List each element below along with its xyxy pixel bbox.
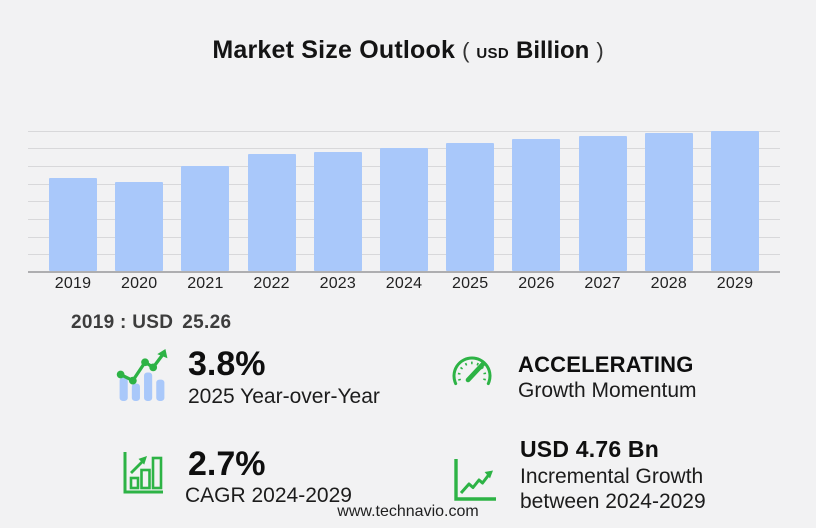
bar-2028 <box>644 132 693 271</box>
title-unit: Billion <box>516 37 590 64</box>
momentum-label: Growth Momentum <box>518 379 697 402</box>
x-axis-label-2019: 2019 <box>54 275 92 292</box>
website-url: www.technavio.com <box>337 503 479 520</box>
bar-2021 <box>181 166 230 271</box>
cagr-label: CAGR 2024-2029 <box>185 484 352 507</box>
title-currency: USD <box>476 45 509 62</box>
chart-plot-area <box>28 122 780 273</box>
x-axis-label-2025: 2025 <box>451 275 489 292</box>
incremental-value: USD 4.76 Bn <box>520 436 659 462</box>
x-axis-label-2029: 2029 <box>716 275 754 292</box>
market-size-bar-chart: 2019 2020 2021 2022 2023 2024 2025 2026 2027 2028… <box>28 122 780 298</box>
gauge-icon <box>452 356 492 386</box>
growth-bars-icon <box>123 452 163 494</box>
bar-2025 <box>446 143 495 271</box>
bar-2019 <box>49 178 97 271</box>
x-axis-label-2020: 2020 <box>120 275 158 292</box>
bar-2027 <box>578 135 627 271</box>
title-text: Market Size Outlook <box>212 36 456 64</box>
bar-2026 <box>512 139 561 271</box>
bar-2022 <box>247 153 296 271</box>
bar-2029 <box>711 130 759 271</box>
yoy-label: 2025 Year-over-Year <box>188 385 380 408</box>
growth-line-icon <box>454 459 496 501</box>
title-close-paren: ) <box>596 38 604 63</box>
x-axis-label-2022: 2022 <box>253 275 290 292</box>
cagr-value: 2.7% <box>188 445 266 483</box>
bar-2023 <box>313 152 362 271</box>
x-axis-label-2023: 2023 <box>319 275 356 292</box>
bar-2020 <box>115 181 164 271</box>
base-year-value: 25.26 <box>182 312 232 333</box>
x-axis-label-2027: 2027 <box>584 275 621 292</box>
bar-2024 <box>380 148 428 271</box>
base-year-annotation: 2019 : USD 25.26 <box>71 312 231 334</box>
x-axis-label-2021: 2021 <box>187 275 224 292</box>
incremental-label-line2: between 2024-2029 <box>520 490 706 513</box>
page-title: Market Size Outlook ( USD Billion ) <box>0 36 816 65</box>
gridline <box>28 130 780 132</box>
x-axis-label-2026: 2026 <box>518 275 555 292</box>
base-year-label: 2019 : USD <box>71 312 174 333</box>
x-axis-label-2028: 2028 <box>650 275 687 292</box>
yoy-value: 3.8% <box>188 345 266 383</box>
x-axis-label-2024: 2024 <box>385 275 423 292</box>
title-open-paren: ( <box>462 38 470 63</box>
trend-bars-icon <box>116 349 168 401</box>
x-axis-line <box>28 271 780 273</box>
incremental-label-line1: Incremental Growth <box>520 465 704 488</box>
momentum-value: ACCELERATING <box>518 352 694 377</box>
